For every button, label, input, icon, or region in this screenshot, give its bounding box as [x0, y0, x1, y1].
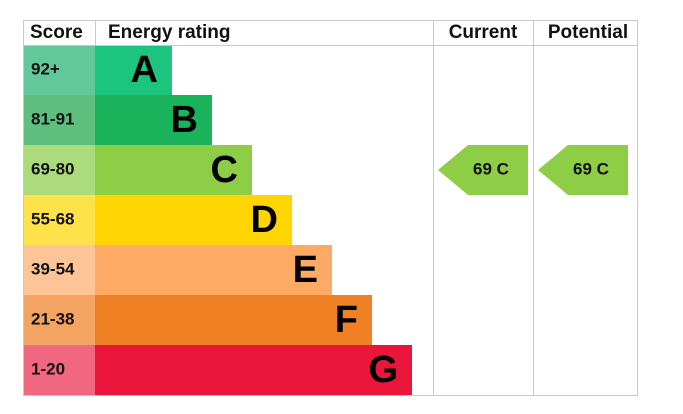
score-label: 39-54 [31, 259, 75, 278]
rating-bar [95, 195, 292, 245]
potential-arrow [538, 145, 628, 195]
current-label: 69 C [473, 159, 509, 178]
score-label: 1-20 [31, 359, 65, 378]
rating-letter: E [293, 249, 318, 291]
rating-bar [95, 245, 332, 295]
rating-letter: G [368, 349, 398, 391]
rating-bar [95, 295, 372, 345]
score-cell [23, 345, 95, 395]
header-current: Current [449, 22, 518, 43]
header-score: Score [30, 22, 83, 43]
score-label: 55-68 [31, 209, 74, 228]
rating-letter: B [171, 99, 198, 141]
current-arrow [438, 145, 528, 195]
header-potential: Potential [548, 22, 628, 43]
score-cell [23, 95, 95, 145]
score-label: 21-38 [31, 309, 74, 328]
score-cell [23, 195, 95, 245]
score-cell [23, 45, 95, 95]
potential-label: 69 C [573, 159, 609, 178]
score-cell [23, 245, 95, 295]
score-label: 69-80 [31, 159, 74, 178]
rating-letter: F [335, 299, 358, 341]
table-border [23, 20, 638, 396]
rating-bar [95, 95, 212, 145]
score-cell [23, 145, 95, 195]
rating-bar [95, 345, 412, 395]
score-label: 92+ [31, 59, 60, 78]
rating-letter: A [131, 49, 158, 91]
score-label: 81-91 [31, 109, 74, 128]
rating-letter: C [211, 149, 238, 191]
rating-bar [95, 145, 252, 195]
grid [23, 20, 638, 396]
rating-letter: D [251, 199, 278, 241]
header-energy-rating: Energy rating [108, 22, 230, 43]
rating-bar [95, 45, 172, 95]
bands: 92+ A 81-91 B 69-80 C 55-68 D 39-54 E 21-38 F 1-20 G [23, 45, 412, 395]
score-cell [23, 295, 95, 345]
